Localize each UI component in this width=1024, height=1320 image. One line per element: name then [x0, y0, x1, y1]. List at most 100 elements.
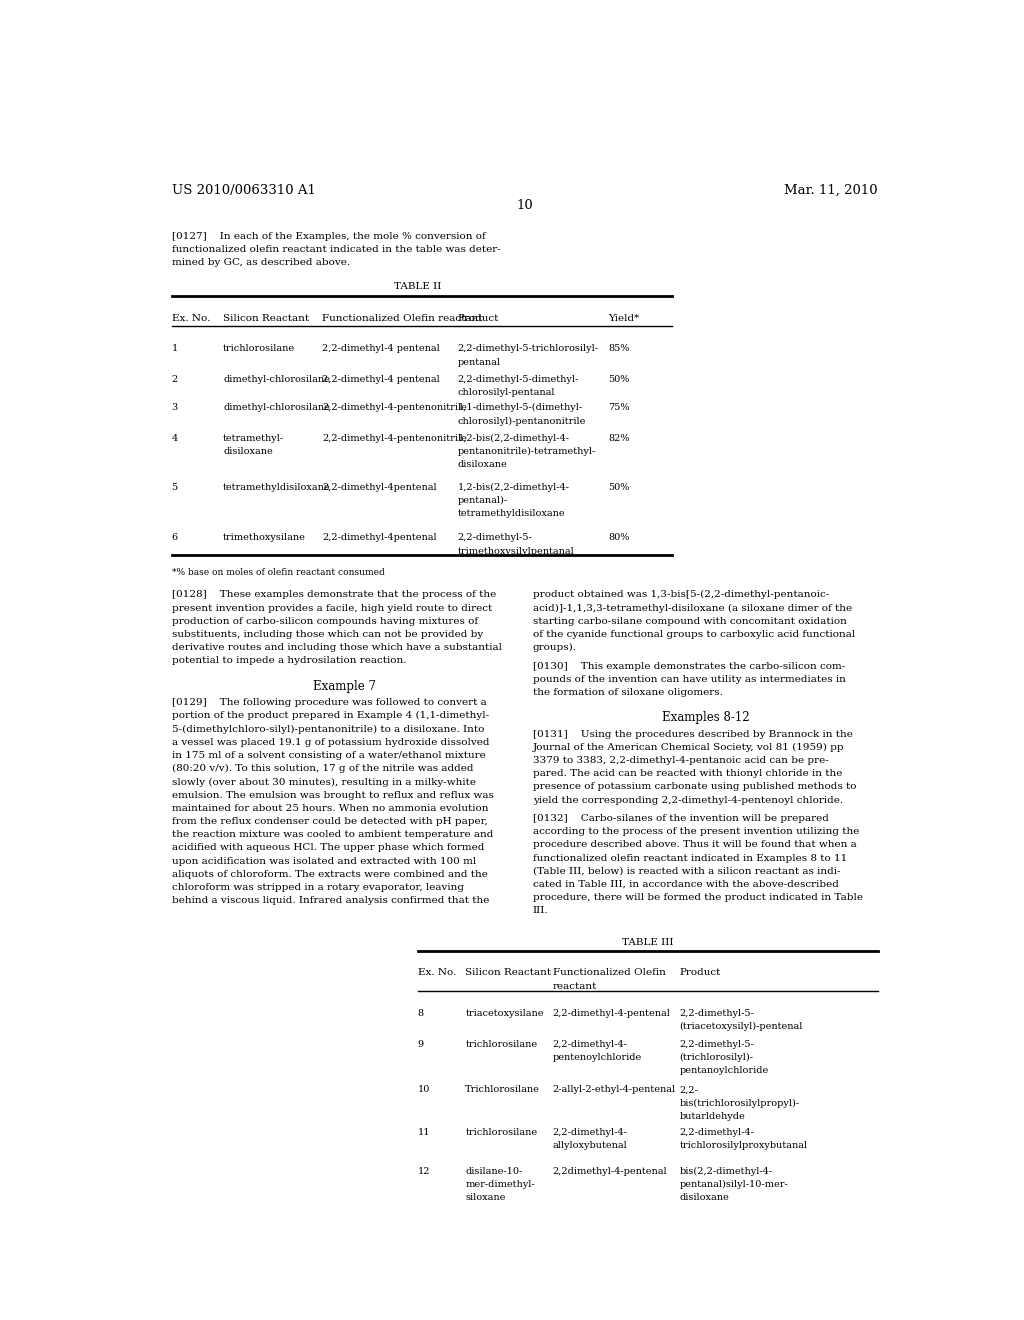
Text: 80%: 80%: [608, 533, 630, 543]
Text: aliquots of chloroform. The extracts were combined and the: aliquots of chloroform. The extracts wer…: [172, 870, 487, 879]
Text: tetramethyldisiloxane: tetramethyldisiloxane: [458, 510, 565, 517]
Text: bis(trichlorosilylpropyl)-: bis(trichlorosilylpropyl)-: [680, 1098, 800, 1107]
Text: trichlorosilane: trichlorosilane: [223, 345, 295, 354]
Text: 1,2-bis(2,2-dimethyl-4-: 1,2-bis(2,2-dimethyl-4-: [458, 483, 569, 492]
Text: the reaction mixture was cooled to ambient temperature and: the reaction mixture was cooled to ambie…: [172, 830, 493, 840]
Text: cated in Table III, in accordance with the above-described: cated in Table III, in accordance with t…: [532, 880, 839, 890]
Text: 2,2-dimethyl-5-dimethyl-: 2,2-dimethyl-5-dimethyl-: [458, 375, 579, 384]
Text: pared. The acid can be reacted with thionyl chloride in the: pared. The acid can be reacted with thio…: [532, 770, 842, 779]
Text: 3: 3: [172, 404, 178, 412]
Text: Product: Product: [458, 314, 499, 323]
Text: 2,2-dimethyl-4pentenal: 2,2-dimethyl-4pentenal: [323, 483, 437, 491]
Text: 1,2-bis(2,2-dimethyl-4-: 1,2-bis(2,2-dimethyl-4-: [458, 434, 569, 444]
Text: 5-(dimethylchloro-silyl)-pentanonitrile) to a disiloxane. Into: 5-(dimethylchloro-silyl)-pentanonitrile)…: [172, 725, 484, 734]
Text: portion of the product prepared in Example 4 (1,1-dimethyl-: portion of the product prepared in Examp…: [172, 711, 488, 721]
Text: presence of potassium carbonate using published methods to: presence of potassium carbonate using pu…: [532, 783, 856, 792]
Text: dimethyl-chlorosilane: dimethyl-chlorosilane: [223, 375, 330, 384]
Text: Journal of the American Chemical Society, vol 81 (1959) pp: Journal of the American Chemical Society…: [532, 743, 845, 752]
Text: disiloxane: disiloxane: [680, 1193, 729, 1203]
Text: (80:20 v/v). To this solution, 17 g of the nitrile was added: (80:20 v/v). To this solution, 17 g of t…: [172, 764, 473, 774]
Text: potential to impede a hydrosilation reaction.: potential to impede a hydrosilation reac…: [172, 656, 407, 665]
Text: from the reflux condenser could be detected with pH paper,: from the reflux condenser could be detec…: [172, 817, 487, 826]
Text: disiloxane: disiloxane: [458, 461, 507, 470]
Text: 12: 12: [418, 1167, 430, 1176]
Text: Examples 8-12: Examples 8-12: [662, 711, 750, 725]
Text: 5: 5: [172, 483, 178, 491]
Text: upon acidification was isolated and extracted with 100 ml: upon acidification was isolated and extr…: [172, 857, 476, 866]
Text: *% base on moles of olefin reactant consumed: *% base on moles of olefin reactant cons…: [172, 568, 384, 577]
Text: 1,1-dimethyl-5-(dimethyl-: 1,1-dimethyl-5-(dimethyl-: [458, 404, 583, 412]
Text: trichlorosilane: trichlorosilane: [465, 1129, 538, 1137]
Text: tetramethyl-: tetramethyl-: [223, 434, 285, 442]
Text: 3379 to 3383, 2,2-dimethyl-4-pentanoic acid can be pre-: 3379 to 3383, 2,2-dimethyl-4-pentanoic a…: [532, 756, 828, 766]
Text: chloroform was stripped in a rotary evaporator, leaving: chloroform was stripped in a rotary evap…: [172, 883, 464, 892]
Text: Example 7: Example 7: [312, 680, 376, 693]
Text: Silicon Reactant: Silicon Reactant: [223, 314, 309, 323]
Text: a vessel was placed 19.1 g of potassium hydroxide dissolved: a vessel was placed 19.1 g of potassium …: [172, 738, 489, 747]
Text: 2,2-dimethyl-5-: 2,2-dimethyl-5-: [458, 533, 532, 543]
Text: [0130]    This example demonstrates the carbo-silicon com-: [0130] This example demonstrates the car…: [532, 661, 845, 671]
Text: derivative routes and including those which have a substantial: derivative routes and including those wh…: [172, 643, 502, 652]
Text: pentanoylchloride: pentanoylchloride: [680, 1067, 769, 1074]
Text: pentenoylchloride: pentenoylchloride: [553, 1053, 642, 1061]
Text: Functionalized Olefin: Functionalized Olefin: [553, 969, 666, 978]
Text: trichlorosilane: trichlorosilane: [465, 1040, 538, 1048]
Text: siloxane: siloxane: [465, 1193, 506, 1203]
Text: pentanal: pentanal: [458, 358, 501, 367]
Text: slowly (over about 30 minutes), resulting in a milky-white: slowly (over about 30 minutes), resultin…: [172, 777, 475, 787]
Text: (trichlorosilyl)-: (trichlorosilyl)-: [680, 1053, 754, 1063]
Text: 2,2-dimethyl-4-: 2,2-dimethyl-4-: [553, 1040, 628, 1048]
Text: yield the corresponding 2,2-dimethyl-4-pentenoyl chloride.: yield the corresponding 2,2-dimethyl-4-p…: [532, 796, 843, 805]
Text: maintained for about 25 hours. When no ammonia evolution: maintained for about 25 hours. When no a…: [172, 804, 488, 813]
Text: pounds of the invention can have utility as intermediates in: pounds of the invention can have utility…: [532, 675, 846, 684]
Text: Trichlorosilane: Trichlorosilane: [465, 1085, 540, 1094]
Text: triacetoxysilane: triacetoxysilane: [465, 1008, 544, 1018]
Text: acidified with aqueous HCl. The upper phase which formed: acidified with aqueous HCl. The upper ph…: [172, 843, 484, 853]
Text: 2,2-dimethyl-4-: 2,2-dimethyl-4-: [553, 1129, 628, 1137]
Text: 82%: 82%: [608, 434, 630, 442]
Text: trimethoxysilane: trimethoxysilane: [223, 533, 306, 543]
Text: procedure described above. Thus it will be found that when a: procedure described above. Thus it will …: [532, 841, 856, 849]
Text: Functionalized Olefin reactant: Functionalized Olefin reactant: [323, 314, 483, 323]
Text: 2,2-dimethyl-5-trichlorosilyl-: 2,2-dimethyl-5-trichlorosilyl-: [458, 345, 598, 354]
Text: in 175 ml of a solvent consisting of a water/ethanol mixture: in 175 ml of a solvent consisting of a w…: [172, 751, 485, 760]
Text: 50%: 50%: [608, 375, 630, 384]
Text: 10: 10: [516, 199, 534, 213]
Text: substituents, including those which can not be provided by: substituents, including those which can …: [172, 630, 483, 639]
Text: 75%: 75%: [608, 404, 630, 412]
Text: 2,2-dimethyl-4-pentenonitrile: 2,2-dimethyl-4-pentenonitrile: [323, 434, 467, 442]
Text: 2,2dimethyl-4-pentenal: 2,2dimethyl-4-pentenal: [553, 1167, 668, 1176]
Text: [0129]    The following procedure was followed to convert a: [0129] The following procedure was follo…: [172, 698, 486, 708]
Text: according to the process of the present invention utilizing the: according to the process of the present …: [532, 828, 859, 836]
Text: Yield*: Yield*: [608, 314, 639, 323]
Text: disilane-10-: disilane-10-: [465, 1167, 522, 1176]
Text: of the cyanide functional groups to carboxylic acid functional: of the cyanide functional groups to carb…: [532, 630, 855, 639]
Text: groups).: groups).: [532, 643, 577, 652]
Text: 2,2-dimethyl-5-: 2,2-dimethyl-5-: [680, 1008, 755, 1018]
Text: butarldehyde: butarldehyde: [680, 1111, 745, 1121]
Text: product obtained was 1,3-bis[5-(2,2-dimethyl-pentanoic-: product obtained was 1,3-bis[5-(2,2-dime…: [532, 590, 829, 599]
Text: bis(2,2-dimethyl-4-: bis(2,2-dimethyl-4-: [680, 1167, 773, 1176]
Text: trimethoxysilylpentanal: trimethoxysilylpentanal: [458, 546, 574, 556]
Text: functionalized olefin reactant indicated in the table was deter-: functionalized olefin reactant indicated…: [172, 244, 501, 253]
Text: 2,2-dimethyl-4-pentenal: 2,2-dimethyl-4-pentenal: [553, 1008, 671, 1018]
Text: functionalized olefin reactant indicated in Examples 8 to 11: functionalized olefin reactant indicated…: [532, 854, 847, 862]
Text: Silicon Reactant: Silicon Reactant: [465, 969, 551, 978]
Text: 85%: 85%: [608, 345, 630, 354]
Text: [0127]    In each of the Examples, the mole % conversion of: [0127] In each of the Examples, the mole…: [172, 231, 485, 240]
Text: dimethyl-chlorosilane: dimethyl-chlorosilane: [223, 404, 330, 412]
Text: 1: 1: [172, 345, 178, 354]
Text: allyloxybutenal: allyloxybutenal: [553, 1142, 628, 1150]
Text: 2,2-dimethyl-4 pentenal: 2,2-dimethyl-4 pentenal: [323, 345, 440, 354]
Text: 9: 9: [418, 1040, 424, 1048]
Text: tetramethyldisiloxane: tetramethyldisiloxane: [223, 483, 331, 491]
Text: 10: 10: [418, 1085, 430, 1094]
Text: emulsion. The emulsion was brought to reflux and reflux was: emulsion. The emulsion was brought to re…: [172, 791, 494, 800]
Text: mined by GC, as described above.: mined by GC, as described above.: [172, 257, 350, 267]
Text: 2: 2: [172, 375, 178, 384]
Text: 2,2-dimethyl-4-: 2,2-dimethyl-4-: [680, 1129, 755, 1137]
Text: III.: III.: [532, 907, 549, 916]
Text: 2,2-dimethyl-4 pentenal: 2,2-dimethyl-4 pentenal: [323, 375, 440, 384]
Text: Product: Product: [680, 969, 721, 978]
Text: chlorosilyl-pentanal: chlorosilyl-pentanal: [458, 388, 555, 397]
